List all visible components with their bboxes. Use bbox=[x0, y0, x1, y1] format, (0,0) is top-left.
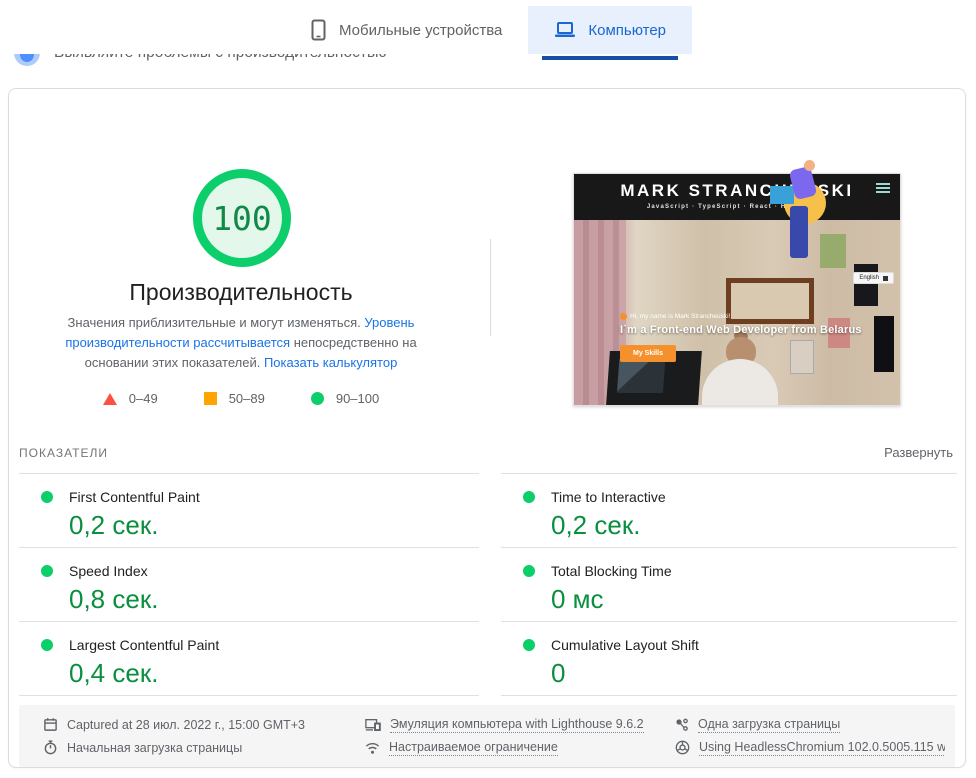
metric-speed-index: Speed Index 0,8 сек. bbox=[19, 548, 479, 622]
thumb-site-nav: JavaScript · TypeScript · React · HTML ·… bbox=[646, 204, 828, 210]
good-circle-icon bbox=[310, 392, 324, 405]
metrics-header-row: ПОКАЗАТЕЛИ Развернуть bbox=[19, 445, 953, 460]
metric-label: Largest Contentful Paint bbox=[69, 637, 220, 653]
active-tab-underline bbox=[542, 56, 679, 60]
description-text-2: непосредственно на основании этих показа… bbox=[84, 335, 417, 370]
thumb-tagline: I`m a Front-end Web Developer from Belar… bbox=[620, 324, 862, 336]
good-status-dot-icon bbox=[523, 491, 535, 503]
footer-text[interactable]: Using HeadlessChromium 102.0.5005.115 wi… bbox=[699, 740, 945, 756]
fork-icon bbox=[676, 718, 688, 731]
footer-text: Captured at 28 июл. 2022 г., 15:00 GMT+3 bbox=[67, 717, 306, 732]
hamburger-menu-icon bbox=[876, 183, 890, 195]
metric-label: Total Blocking Time bbox=[551, 563, 672, 579]
metric-total-blocking-time: Total Blocking Time 0 мс bbox=[501, 548, 957, 622]
stopwatch-icon bbox=[44, 740, 57, 755]
good-status-dot-icon bbox=[41, 565, 53, 577]
legend-range: 0–49 bbox=[128, 391, 158, 406]
metrics-header-label: ПОКАЗАТЕЛИ bbox=[19, 445, 108, 460]
metrics-grid: First Contentful Paint 0,2 сек. Time to … bbox=[19, 474, 957, 696]
site-screenshot-thumbnail: MARK STRANCHEUSKI JavaScript · TypeScrip… bbox=[573, 160, 901, 406]
metric-cumulative-layout-shift: Cumulative Layout Shift 0 bbox=[501, 622, 957, 696]
thumb-site-title: MARK STRANCHEUSKI bbox=[620, 181, 854, 200]
metric-label: Cumulative Layout Shift bbox=[551, 637, 699, 653]
thumb-greeting: Hi, my name is Mark Strancheuski! bbox=[620, 313, 862, 320]
tab-desktop-label: Компьютер bbox=[588, 21, 667, 39]
fail-triangle-icon bbox=[102, 392, 117, 405]
metric-value: 0,4 сек. bbox=[69, 658, 159, 688]
thumb-language-selector: English bbox=[853, 272, 894, 284]
legend-range: 90–100 bbox=[335, 391, 380, 406]
network-icon bbox=[365, 742, 380, 754]
thumb-illustration bbox=[770, 160, 830, 272]
tab-desktop[interactable]: Компьютер bbox=[528, 6, 693, 60]
footer-single-load: Одна загрузка страницы bbox=[675, 717, 945, 733]
metric-value: 0 bbox=[551, 658, 566, 688]
legend-item-average: 50–89 bbox=[203, 391, 265, 406]
footer-text[interactable]: Настраиваемое ограничение bbox=[389, 739, 558, 756]
devices-icon bbox=[365, 718, 381, 731]
good-status-dot-icon bbox=[523, 565, 535, 577]
footer-initial-load: Начальная загрузка страницы bbox=[43, 740, 365, 755]
average-square-icon bbox=[203, 392, 217, 405]
footer-text: Начальная загрузка страницы bbox=[67, 740, 243, 755]
thumb-skills-button: My Skills bbox=[620, 345, 676, 362]
thumb-photo: English Hi, my name is Mark Strancheuski… bbox=[574, 220, 900, 405]
footer-throttling: Настраиваемое ограничение bbox=[365, 740, 675, 756]
chromium-icon bbox=[675, 740, 690, 755]
metric-first-contentful-paint: First Contentful Paint 0,2 сек. bbox=[19, 474, 479, 548]
report-card: 100 Производительность Значения приблизи… bbox=[8, 88, 966, 768]
performance-score-value: 100 bbox=[212, 198, 272, 238]
thumb-language-label: English bbox=[859, 275, 879, 281]
good-status-dot-icon bbox=[41, 639, 53, 651]
metric-value: 0,2 сек. bbox=[551, 510, 641, 540]
mobile-phone-icon bbox=[310, 19, 327, 41]
capture-meta-footer: Captured at 28 июл. 2022 г., 15:00 GMT+3… bbox=[19, 705, 955, 767]
footer-capture-time: Captured at 28 июл. 2022 г., 15:00 GMT+3 bbox=[43, 717, 365, 732]
orange-dot-icon bbox=[620, 313, 627, 320]
legend-range: 50–89 bbox=[228, 391, 265, 406]
metric-value: 0 мс bbox=[551, 584, 604, 614]
device-tabbar: Мобильные устройства Компьютер bbox=[0, 0, 976, 60]
thumb-site-header: MARK STRANCHEUSKI JavaScript · TypeScrip… bbox=[574, 174, 900, 220]
divider bbox=[501, 473, 957, 474]
metric-label: Speed Index bbox=[69, 563, 148, 579]
metric-value: 0,8 сек. bbox=[69, 584, 159, 614]
good-status-dot-icon bbox=[523, 639, 535, 651]
metric-label: Time to Interactive bbox=[551, 489, 666, 505]
metric-value: 0,2 сек. bbox=[69, 510, 159, 540]
tab-mobile-label: Мобильные устройства bbox=[338, 21, 503, 39]
metric-largest-contentful-paint: Largest Contentful Paint 0,4 сек. bbox=[19, 622, 479, 696]
description-text-1: Значения приблизительные и могут изменят… bbox=[67, 315, 365, 330]
legend-item-fail: 0–49 bbox=[102, 391, 158, 406]
good-status-dot-icon bbox=[41, 491, 53, 503]
expand-metrics-button[interactable]: Развернуть bbox=[884, 445, 953, 460]
footer-text[interactable]: Одна загрузка страницы bbox=[698, 716, 841, 733]
calculator-link[interactable]: Показать калькулятор bbox=[263, 355, 398, 370]
metric-label: First Contentful Paint bbox=[69, 489, 200, 505]
footer-browser: Using HeadlessChromium 102.0.5005.115 wi… bbox=[675, 740, 945, 756]
tab-mobile[interactable]: Мобильные устройства bbox=[284, 6, 528, 54]
performance-description: Значения приблизительные и могут изменят… bbox=[41, 313, 441, 373]
performance-title: Производительность bbox=[129, 279, 353, 305]
score-legend: 0–49 50–89 90–100 bbox=[9, 391, 473, 406]
footer-text[interactable]: Эмуляция компьютера with Lighthouse 9.6.… bbox=[390, 716, 644, 733]
calendar-icon bbox=[44, 718, 57, 731]
laptop-icon bbox=[554, 21, 576, 39]
thumb-hero-text: Hi, my name is Mark Strancheuski! I`m a … bbox=[620, 313, 862, 362]
divider bbox=[19, 473, 479, 474]
metric-time-to-interactive: Time to Interactive 0,2 сек. bbox=[501, 474, 957, 548]
vertical-divider bbox=[490, 239, 491, 336]
scoring-link[interactable]: Уровень производительности рассчитываетс… bbox=[65, 315, 415, 350]
performance-score-gauge[interactable]: 100 bbox=[193, 169, 291, 267]
legend-item-good: 90–100 bbox=[310, 391, 380, 406]
footer-emulation: Эмуляция компьютера with Lighthouse 9.6.… bbox=[365, 717, 675, 733]
